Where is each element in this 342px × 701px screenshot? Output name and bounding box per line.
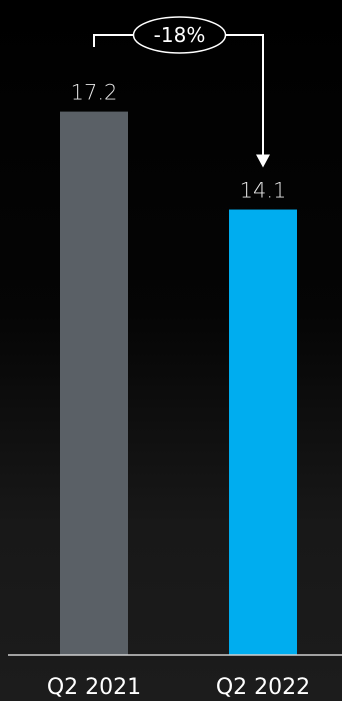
x-tick-label-1: Q2 2022 (216, 675, 310, 700)
change-badge (132, 16, 227, 54)
value-label-1: 14.1 (240, 179, 287, 203)
bars-group (60, 111, 297, 656)
change-label: -18% (154, 23, 206, 47)
bar-1 (229, 209, 297, 656)
bar-0 (60, 111, 128, 656)
value-label-0: 17.2 (71, 81, 118, 105)
arrowhead-down-icon (256, 154, 270, 168)
value-labels-group: 17.2 14.1 (71, 81, 287, 203)
change-annotation: -18% (93, 16, 270, 168)
x-tick-labels-group: Q2 2021 Q2 2022 (47, 675, 310, 700)
x-tick-label-0: Q2 2021 (47, 675, 141, 700)
